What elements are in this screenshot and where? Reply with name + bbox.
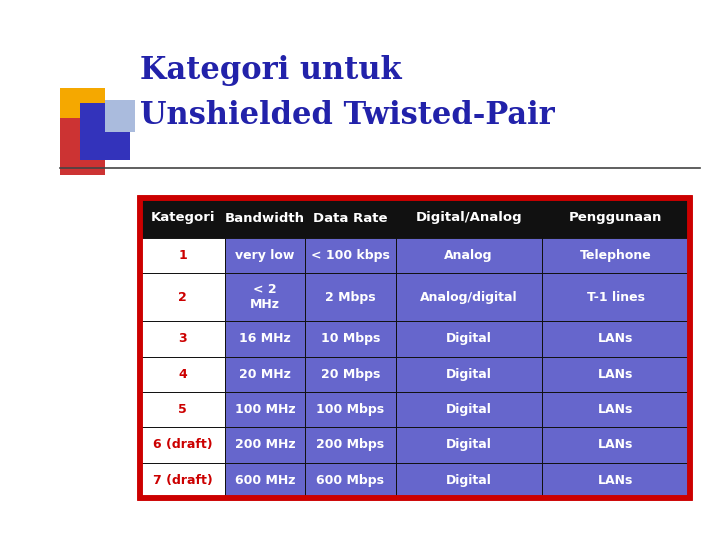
- Bar: [60, 118, 105, 175]
- Bar: [140, 463, 225, 498]
- Text: LANs: LANs: [598, 332, 634, 345]
- Bar: [396, 321, 541, 356]
- Bar: [225, 427, 305, 463]
- Bar: [305, 356, 396, 392]
- Bar: [60, 88, 105, 138]
- Text: 600 MHz: 600 MHz: [235, 474, 295, 487]
- Bar: [541, 427, 690, 463]
- Text: very low: very low: [235, 249, 294, 262]
- Text: 2: 2: [179, 291, 187, 304]
- Text: 4: 4: [179, 368, 187, 381]
- Bar: [225, 238, 305, 273]
- Bar: [305, 463, 396, 498]
- Bar: [140, 427, 225, 463]
- Text: T-1 lines: T-1 lines: [587, 291, 644, 304]
- Bar: [140, 198, 690, 498]
- Text: Digital: Digital: [446, 474, 492, 487]
- Text: < 100 kbps: < 100 kbps: [311, 249, 390, 262]
- Text: 3: 3: [179, 332, 187, 345]
- Text: Digital/Analog: Digital/Analog: [415, 212, 522, 225]
- Bar: [541, 321, 690, 356]
- Bar: [396, 273, 541, 321]
- Text: 7 (draft): 7 (draft): [153, 474, 212, 487]
- Bar: [305, 392, 396, 427]
- Bar: [225, 321, 305, 356]
- Text: Digital: Digital: [446, 368, 492, 381]
- Text: 6 (draft): 6 (draft): [153, 438, 212, 451]
- Text: LANs: LANs: [598, 368, 634, 381]
- Bar: [225, 392, 305, 427]
- Bar: [140, 238, 225, 273]
- Text: LANs: LANs: [598, 438, 634, 451]
- Bar: [396, 356, 541, 392]
- Text: 200 Mbps: 200 Mbps: [316, 438, 384, 451]
- Bar: [140, 321, 225, 356]
- Bar: [140, 198, 690, 238]
- Bar: [541, 356, 690, 392]
- Text: 1: 1: [179, 249, 187, 262]
- Text: 10 Mbps: 10 Mbps: [320, 332, 380, 345]
- Text: Digital: Digital: [446, 403, 492, 416]
- Text: 5: 5: [179, 403, 187, 416]
- Bar: [305, 273, 396, 321]
- Text: Data Rate: Data Rate: [313, 212, 387, 225]
- Text: Analog/digital: Analog/digital: [420, 291, 518, 304]
- Bar: [541, 238, 690, 273]
- Bar: [140, 198, 690, 498]
- Text: Kategori untuk: Kategori untuk: [140, 55, 402, 86]
- Text: LANs: LANs: [598, 474, 634, 487]
- Text: 100 Mbps: 100 Mbps: [316, 403, 384, 416]
- Text: Kategori: Kategori: [150, 212, 215, 225]
- Bar: [105, 100, 135, 132]
- Text: < 2
MHz: < 2 MHz: [250, 284, 280, 311]
- Bar: [140, 392, 225, 427]
- Bar: [541, 463, 690, 498]
- Text: Penggunaan: Penggunaan: [569, 212, 662, 225]
- Bar: [396, 392, 541, 427]
- Text: Digital: Digital: [446, 438, 492, 451]
- Bar: [305, 321, 396, 356]
- Bar: [305, 238, 396, 273]
- Bar: [140, 273, 225, 321]
- Text: Digital: Digital: [446, 332, 492, 345]
- Bar: [225, 356, 305, 392]
- Text: 2 Mbps: 2 Mbps: [325, 291, 376, 304]
- Text: 20 Mbps: 20 Mbps: [320, 368, 380, 381]
- Bar: [225, 273, 305, 321]
- Bar: [225, 463, 305, 498]
- Bar: [541, 273, 690, 321]
- Bar: [140, 356, 225, 392]
- Text: Analog: Analog: [444, 249, 493, 262]
- Text: Telephone: Telephone: [580, 249, 652, 262]
- Bar: [541, 392, 690, 427]
- Text: 200 MHz: 200 MHz: [235, 438, 295, 451]
- Text: 600 Mbps: 600 Mbps: [316, 474, 384, 487]
- Text: Bandwidth: Bandwidth: [225, 212, 305, 225]
- Text: 16 MHz: 16 MHz: [239, 332, 291, 345]
- Bar: [305, 427, 396, 463]
- Text: 100 MHz: 100 MHz: [235, 403, 295, 416]
- Bar: [80, 103, 130, 160]
- Text: LANs: LANs: [598, 403, 634, 416]
- Text: 20 MHz: 20 MHz: [239, 368, 291, 381]
- Bar: [396, 463, 541, 498]
- Bar: [396, 238, 541, 273]
- Bar: [396, 427, 541, 463]
- Text: Unshielded Twisted-Pair: Unshielded Twisted-Pair: [140, 100, 554, 131]
